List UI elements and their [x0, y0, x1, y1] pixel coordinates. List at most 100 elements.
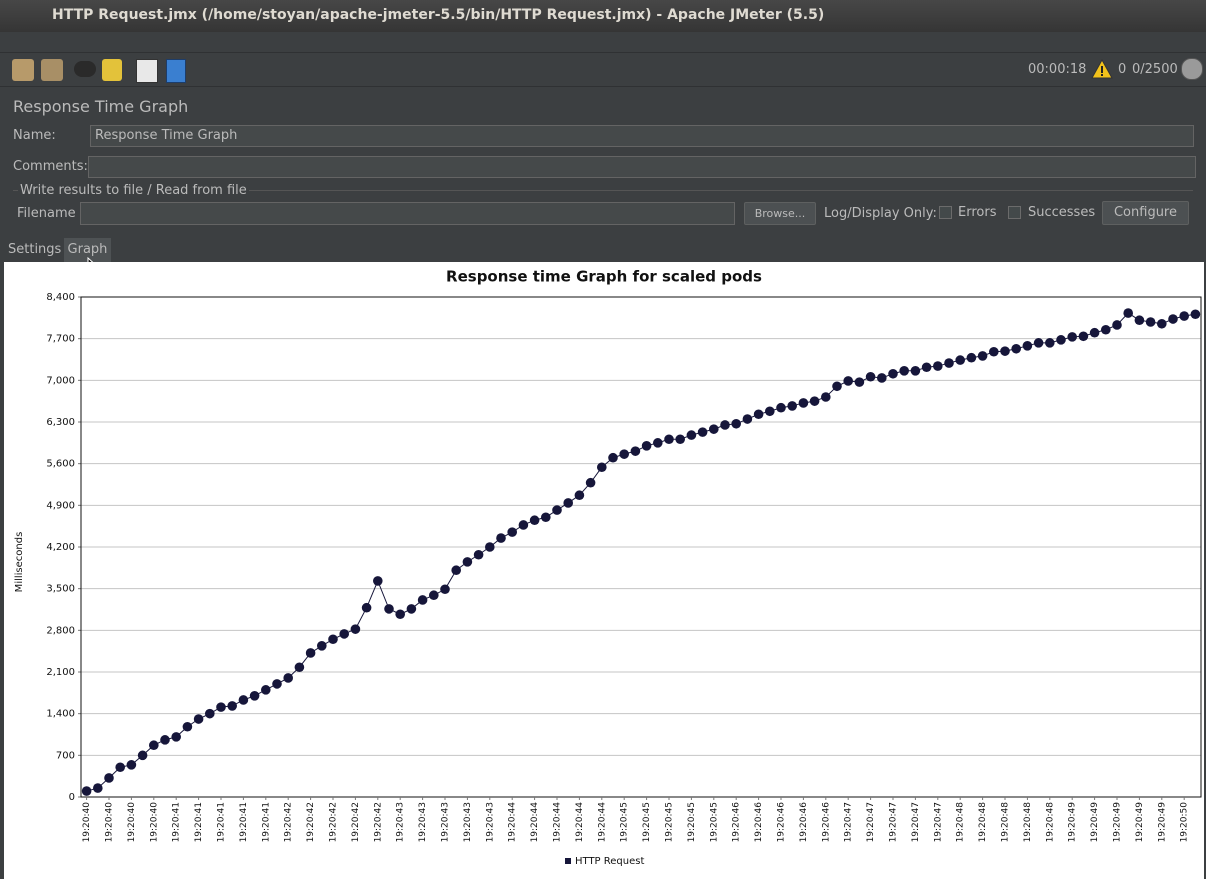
x-tick-label: 19:20:46	[799, 802, 809, 843]
warning-icon	[1091, 59, 1113, 79]
data-point	[1112, 320, 1122, 330]
y-tick-label: 7,700	[46, 334, 75, 345]
elapsed-time: 00:00:18	[1028, 62, 1087, 77]
x-tick-label: 19:20:49	[1135, 802, 1145, 843]
data-point	[339, 629, 350, 639]
toolbar-icon[interactable]	[41, 59, 63, 81]
x-tick-label: 19:20:49	[1157, 802, 1167, 843]
data-point	[843, 376, 853, 386]
x-tick-label: 19:20:41	[239, 802, 249, 842]
data-point	[417, 595, 428, 605]
data-point	[552, 505, 562, 515]
successes-label: Successes	[1028, 205, 1096, 220]
comments-input[interactable]	[88, 156, 1196, 178]
data-point	[933, 361, 943, 371]
toolbar-icon[interactable]	[136, 59, 158, 83]
x-tick-label: 19:20:42	[284, 802, 294, 842]
data-point	[361, 602, 372, 613]
x-tick-label: 19:20:43	[441, 802, 451, 842]
data-point	[966, 352, 977, 363]
window-title: HTTP Request.jmx (/home/stoyan/apache-jm…	[52, 7, 825, 23]
y-tick-label: 2,100	[46, 667, 75, 678]
data-point	[653, 438, 663, 448]
data-point	[440, 584, 450, 595]
data-point	[921, 362, 932, 373]
data-point	[93, 783, 103, 793]
data-point	[1067, 332, 1077, 342]
data-point	[406, 604, 417, 614]
data-point	[832, 381, 842, 392]
comments-label: Comments:	[13, 159, 88, 174]
y-tick-label: 4,900	[46, 500, 75, 511]
toolbar-icon[interactable]	[12, 59, 34, 81]
data-point	[205, 708, 215, 719]
x-tick-label: 19:20:49	[1090, 802, 1100, 843]
x-tick-label: 19:20:45	[709, 802, 719, 842]
data-point	[395, 609, 406, 620]
data-point	[821, 392, 831, 402]
legend-swatch	[565, 858, 571, 864]
filename-input[interactable]	[80, 202, 735, 225]
name-input[interactable]: Response Time Graph	[90, 125, 1194, 147]
data-point	[608, 452, 618, 463]
successes-checkbox[interactable]	[1008, 206, 1021, 219]
toolbar: 00:00:18 0 0/2500	[0, 53, 1206, 87]
data-point	[731, 418, 741, 429]
x-tick-label: 19:20:50	[1180, 802, 1190, 843]
x-tick-label: 19:20:43	[463, 802, 473, 842]
errors-checkbox[interactable]	[939, 206, 952, 219]
data-point	[384, 604, 394, 614]
data-point	[529, 515, 540, 526]
menu-bar	[0, 32, 1206, 53]
data-point	[451, 565, 462, 576]
errors-label: Errors	[958, 205, 997, 220]
y-tick-label: 2,800	[46, 625, 75, 636]
x-tick-label: 19:20:40	[149, 802, 159, 843]
x-tick-label: 19:20:45	[642, 802, 652, 842]
x-tick-label: 19:20:48	[1023, 802, 1033, 843]
data-point	[720, 420, 730, 430]
data-point	[888, 368, 898, 379]
configure-button[interactable]: Configure	[1102, 201, 1189, 225]
toolbar-icon[interactable]	[74, 61, 96, 77]
y-axis-label: Milliseconds	[14, 532, 25, 593]
data-point	[865, 371, 876, 382]
x-tick-label: 19:20:49	[1113, 802, 1123, 843]
x-tick-label: 19:20:43	[396, 802, 406, 842]
data-point	[317, 641, 327, 651]
toolbar-icon[interactable]	[166, 59, 186, 83]
data-point	[294, 662, 305, 673]
data-point	[1011, 343, 1021, 354]
x-tick-label: 19:20:41	[217, 802, 227, 842]
title-bar: HTTP Request.jmx (/home/stoyan/apache-jm…	[0, 0, 1206, 32]
toolbar-icon[interactable]	[102, 59, 122, 81]
data-point	[910, 366, 921, 376]
name-label: Name:	[13, 128, 56, 143]
x-tick-label: 19:20:44	[597, 802, 607, 843]
data-point	[350, 624, 361, 634]
y-tick-label: 700	[56, 750, 75, 761]
data-point	[1000, 346, 1010, 356]
data-point	[641, 441, 652, 451]
data-point	[261, 685, 271, 695]
data-point	[944, 358, 954, 368]
data-point	[541, 512, 551, 523]
data-point	[664, 434, 674, 445]
tab[interactable]: Settings	[8, 242, 62, 257]
x-tick-label: 19:20:42	[351, 802, 361, 842]
data-point	[899, 366, 909, 376]
data-point	[709, 424, 719, 434]
series-line	[86, 312, 1196, 792]
data-point	[81, 786, 92, 796]
x-tick-label: 19:20:43	[418, 802, 428, 842]
browse-button[interactable]: Browse...	[744, 202, 816, 225]
data-point	[496, 533, 506, 543]
data-point	[272, 679, 282, 689]
x-tick-label: 19:20:42	[329, 802, 339, 842]
x-tick-label: 19:20:40	[127, 802, 137, 843]
data-point	[597, 462, 607, 473]
data-point	[787, 401, 797, 411]
data-point	[697, 427, 708, 437]
data-point	[429, 590, 439, 601]
